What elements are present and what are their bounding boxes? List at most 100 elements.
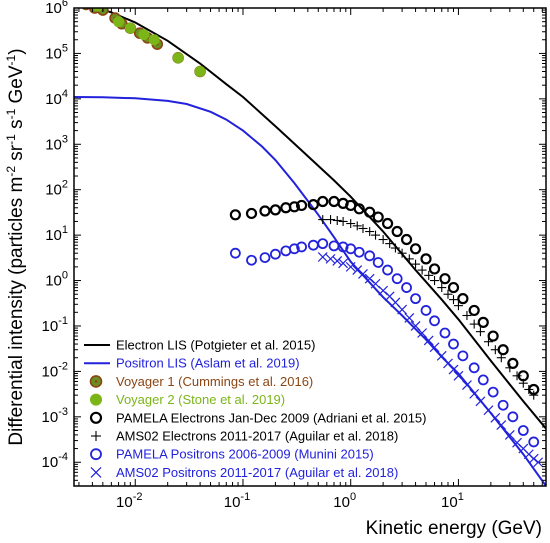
data-point-5 — [437, 283, 447, 293]
data-point-4 — [400, 233, 413, 246]
data-point-7 — [352, 265, 363, 276]
data-point-6 — [317, 238, 329, 250]
series-7 — [317, 252, 544, 468]
data-point-7 — [332, 256, 343, 266]
data-point-7 — [490, 412, 501, 423]
data-point-6 — [270, 248, 281, 260]
data-point-3 — [138, 29, 150, 41]
y-tick-label: 103 — [45, 133, 68, 153]
data-point-7-b — [325, 253, 336, 264]
data-point-5 — [483, 337, 493, 347]
data-point-5 — [338, 216, 348, 226]
data-point-7 — [462, 380, 472, 390]
data-point-7-b — [352, 265, 363, 276]
data-point-7-b — [370, 278, 381, 289]
data-point-7 — [345, 261, 356, 272]
series-3 — [84, 8, 206, 78]
legend-label-4: PAMELA Electrons Jan-Dec 2009 (Adriani e… — [116, 410, 426, 425]
data-point-7-b — [436, 350, 447, 361]
data-point-4 — [428, 263, 441, 275]
data-point-7-b — [504, 429, 515, 440]
legend-swatch-2-center — [94, 380, 98, 383]
legend-label-1: Positron LIS (Aslam et al. 2019) — [116, 356, 300, 371]
data-point-6 — [517, 425, 529, 436]
legend-swatch-5 — [91, 431, 101, 441]
data-point-7 — [436, 350, 447, 361]
data-point-6 — [288, 243, 300, 255]
data-point-6 — [528, 436, 540, 448]
data-point-5 — [490, 345, 500, 355]
y-tick-label: 10-3 — [42, 406, 68, 426]
data-point-6 — [280, 245, 292, 257]
data-point-6 — [457, 350, 469, 362]
data-point-4 — [353, 203, 365, 215]
data-point-5 — [326, 215, 336, 225]
data-point-7 — [317, 252, 328, 262]
data-point-4 — [391, 225, 403, 238]
data-point-7-b — [462, 380, 472, 390]
legend-swatch-3 — [90, 393, 102, 406]
data-point-6 — [337, 241, 349, 253]
data-point-7-b — [475, 396, 486, 407]
series-0 — [94, 8, 546, 430]
data-point-4 — [381, 217, 394, 230]
legend-label-5: AMS02 Electrons 2011-2017 (Aguilar et al… — [116, 429, 398, 444]
data-point-7-b — [378, 285, 389, 296]
data-point-6 — [296, 241, 307, 253]
data-point-2-center — [85, 3, 88, 6]
plot-frame — [73, 7, 547, 487]
legend-swatch-6 — [90, 448, 102, 461]
axes: 106 105 104 103 102 101 100 10-1 10-2 10-3 10-4 10-… — [42, 0, 547, 511]
data-point-5 — [390, 243, 400, 253]
data-point-5 — [332, 215, 342, 225]
data-point-7-b — [429, 342, 440, 353]
data-point-5 — [529, 390, 539, 400]
data-point-5 — [352, 221, 362, 231]
data-point-5 — [449, 295, 459, 305]
data-point-6 — [401, 282, 412, 293]
data-point-5 — [318, 215, 328, 225]
data-point-7-b — [417, 328, 428, 338]
data-point-6 — [420, 305, 432, 316]
series-line-0 — [94, 8, 546, 430]
data-point-7-b — [390, 297, 401, 308]
data-point-5 — [371, 230, 381, 240]
data-point-7-b — [496, 420, 507, 430]
data-point-7-b — [453, 370, 464, 381]
data-point-5 — [505, 363, 515, 373]
data-point-7 — [475, 396, 486, 407]
data-point-6 — [372, 257, 384, 268]
data-point-7-b — [483, 405, 494, 416]
data-point-3 — [194, 66, 206, 78]
data-point-3 — [124, 22, 136, 34]
data-point-4 — [409, 243, 422, 255]
data-point-6 — [477, 374, 489, 386]
legend-label-3: Voyager 2 (Stone et al. 2019) — [116, 392, 285, 407]
data-point-5 — [512, 371, 522, 381]
data-point-6 — [468, 362, 480, 374]
x-tick-label: 10-2 — [116, 491, 142, 511]
data-point-7 — [528, 453, 539, 464]
data-point-7 — [397, 304, 408, 315]
series-clip-group — [74, 3, 546, 486]
data-point-7 — [533, 457, 544, 468]
y-axis-title: Differential intensity (particles m-2 sr… — [4, 48, 27, 445]
data-point-6 — [353, 246, 365, 258]
data-point-6 — [382, 264, 393, 276]
data-point-6 — [259, 252, 271, 264]
data-point-7-b — [528, 453, 539, 464]
data-point-7 — [469, 388, 480, 399]
data-point-4 — [447, 281, 460, 294]
data-point-7-b — [358, 268, 368, 279]
legend-swatch-7-b — [90, 466, 102, 478]
data-point-7-b — [332, 256, 343, 266]
data-point-4 — [497, 344, 509, 356]
data-point-4 — [317, 195, 329, 208]
data-point-7-b — [338, 258, 349, 269]
data-point-7 — [338, 258, 349, 269]
data-point-6 — [364, 250, 376, 262]
data-point-6 — [328, 240, 340, 252]
data-point-7-b — [384, 291, 395, 302]
data-point-6 — [429, 315, 440, 327]
data-point-7-b — [443, 358, 453, 369]
